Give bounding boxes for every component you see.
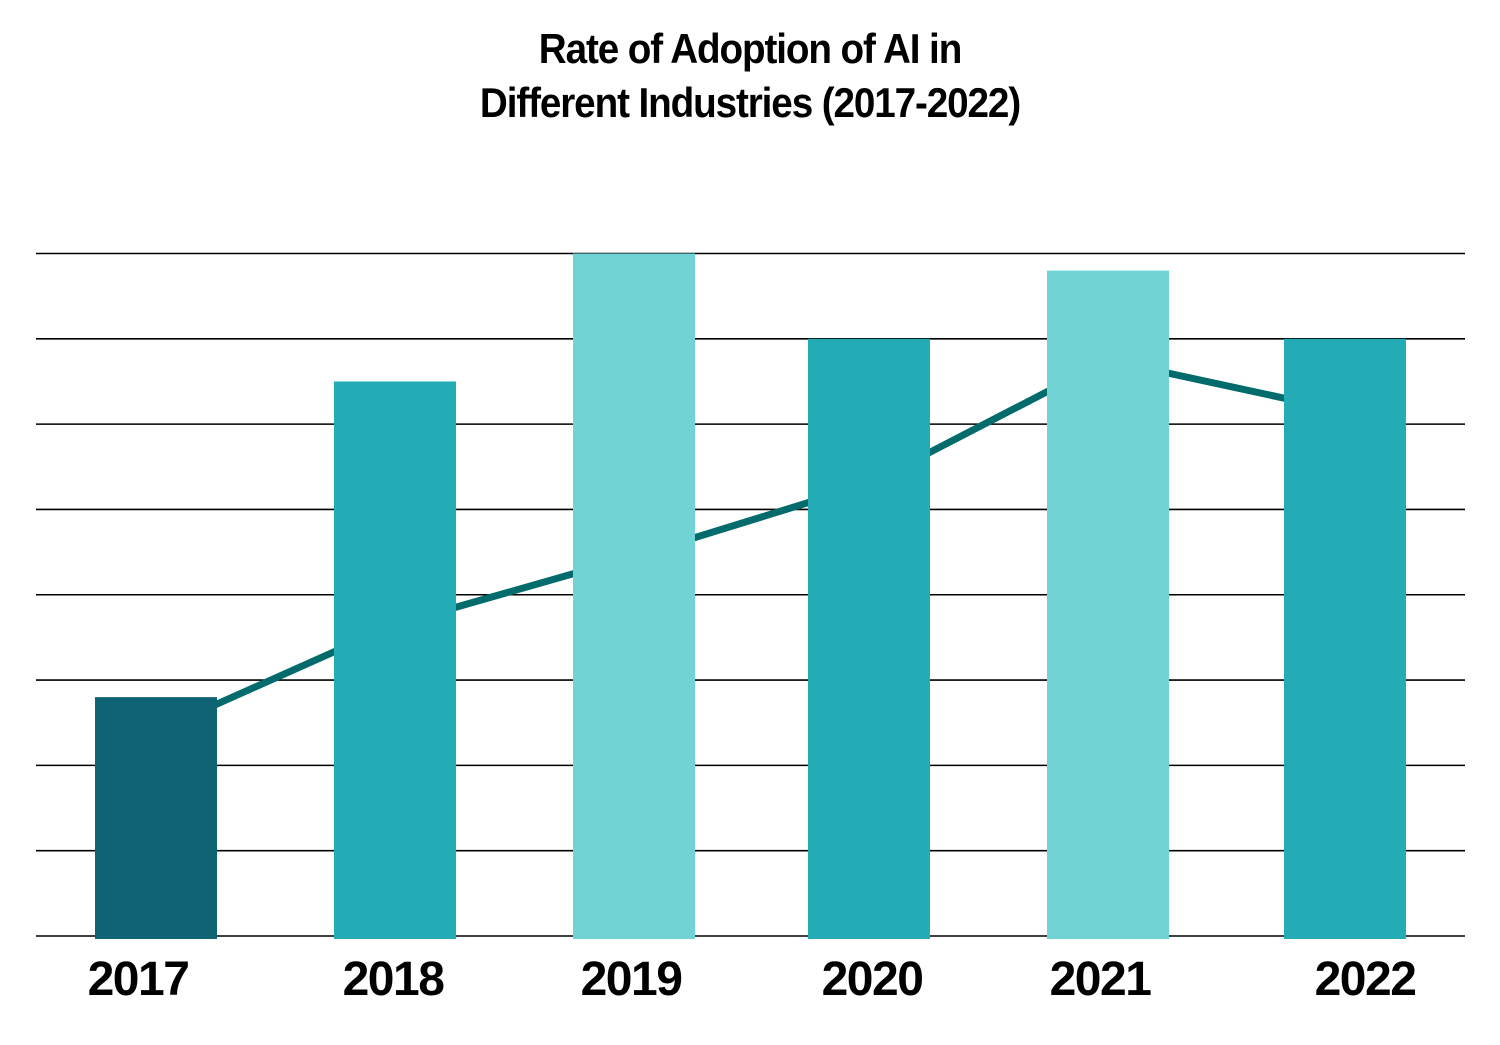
bars: [95, 253, 1406, 939]
bar-2020: [808, 338, 930, 939]
x-tick-label-2018: 2018: [343, 953, 445, 1006]
bar-2019: [573, 253, 695, 939]
chart-title-line-1: Rate of Adoption of AI in: [538, 25, 963, 72]
chart-title: Rate of Adoption of AI in Different Indu…: [60, 22, 1440, 130]
x-tick-label-2022: 2022: [1315, 953, 1416, 1006]
gridlines: [36, 252, 1465, 937]
x-tick-label-2017: 2017: [88, 953, 189, 1006]
bar-2021: [1047, 270, 1169, 939]
x-axis-tick-labels: 2017 2018 2019 2020 2021 2022: [88, 953, 1417, 1006]
x-tick-label-2019: 2019: [581, 953, 682, 1006]
x-tick-label-2021: 2021: [1050, 953, 1152, 1006]
bar-2017: [95, 697, 217, 939]
x-tick-label-2020: 2020: [822, 953, 923, 1006]
chart-title-line-2: Different Industries (2017-2022): [479, 79, 1021, 126]
bar-2022: [1284, 338, 1406, 939]
bar-2018: [334, 381, 456, 939]
